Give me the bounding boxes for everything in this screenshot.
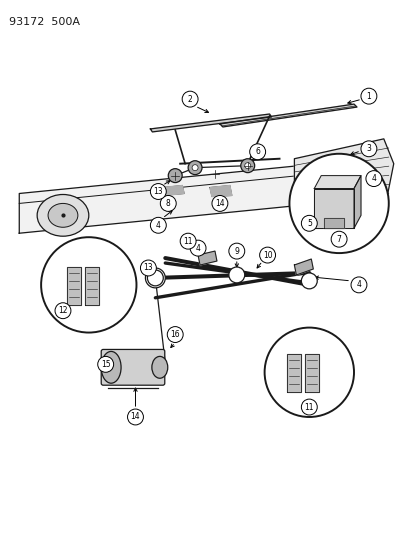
Ellipse shape bbox=[48, 204, 78, 227]
Circle shape bbox=[182, 91, 197, 107]
Polygon shape bbox=[209, 185, 231, 197]
Polygon shape bbox=[150, 114, 271, 132]
Text: 14: 14 bbox=[215, 199, 224, 208]
Circle shape bbox=[147, 270, 163, 286]
Circle shape bbox=[259, 247, 275, 263]
Text: 5: 5 bbox=[306, 219, 311, 228]
Polygon shape bbox=[305, 354, 318, 392]
Text: 15: 15 bbox=[101, 360, 110, 369]
Circle shape bbox=[301, 399, 316, 415]
Circle shape bbox=[240, 159, 254, 173]
Polygon shape bbox=[219, 104, 356, 127]
Circle shape bbox=[127, 409, 143, 425]
Text: 6: 6 bbox=[254, 147, 259, 156]
Polygon shape bbox=[85, 267, 98, 305]
Circle shape bbox=[289, 154, 388, 253]
Polygon shape bbox=[197, 251, 216, 265]
Circle shape bbox=[330, 231, 346, 247]
Polygon shape bbox=[67, 267, 81, 305]
Text: 8: 8 bbox=[166, 199, 170, 208]
Polygon shape bbox=[323, 219, 343, 228]
Circle shape bbox=[228, 243, 244, 259]
Ellipse shape bbox=[101, 351, 121, 383]
Circle shape bbox=[97, 357, 113, 372]
Text: 4: 4 bbox=[356, 280, 361, 289]
Polygon shape bbox=[162, 185, 184, 196]
Circle shape bbox=[160, 196, 176, 212]
Circle shape bbox=[360, 141, 376, 157]
FancyBboxPatch shape bbox=[101, 350, 164, 385]
Text: 7: 7 bbox=[336, 235, 341, 244]
Text: 93172  500A: 93172 500A bbox=[9, 17, 80, 27]
Text: 14: 14 bbox=[131, 413, 140, 422]
Polygon shape bbox=[19, 159, 368, 233]
Circle shape bbox=[150, 183, 166, 199]
Circle shape bbox=[301, 273, 316, 289]
Polygon shape bbox=[313, 189, 353, 228]
Circle shape bbox=[190, 240, 206, 256]
Text: 4: 4 bbox=[195, 244, 200, 253]
Text: 12: 12 bbox=[58, 306, 68, 315]
Text: 2: 2 bbox=[187, 95, 192, 103]
Text: 1: 1 bbox=[366, 92, 370, 101]
Polygon shape bbox=[313, 175, 360, 189]
Text: 11: 11 bbox=[183, 237, 192, 246]
Text: 9: 9 bbox=[234, 247, 239, 256]
Circle shape bbox=[188, 161, 202, 175]
Circle shape bbox=[167, 327, 183, 343]
Circle shape bbox=[244, 163, 250, 168]
Circle shape bbox=[264, 328, 353, 417]
Circle shape bbox=[301, 215, 316, 231]
Circle shape bbox=[168, 168, 182, 183]
Polygon shape bbox=[287, 354, 301, 392]
Circle shape bbox=[350, 277, 366, 293]
Circle shape bbox=[150, 217, 166, 233]
Circle shape bbox=[140, 260, 156, 276]
Circle shape bbox=[228, 267, 244, 283]
Circle shape bbox=[360, 88, 376, 104]
Circle shape bbox=[180, 233, 196, 249]
Polygon shape bbox=[294, 139, 393, 213]
Text: 3: 3 bbox=[366, 144, 370, 154]
Circle shape bbox=[249, 144, 265, 160]
Text: 13: 13 bbox=[153, 187, 163, 196]
Circle shape bbox=[192, 165, 197, 171]
Ellipse shape bbox=[152, 357, 167, 378]
Circle shape bbox=[365, 171, 381, 187]
Text: 13: 13 bbox=[143, 263, 153, 272]
Circle shape bbox=[211, 196, 227, 212]
Text: 4: 4 bbox=[156, 221, 160, 230]
Text: 16: 16 bbox=[170, 330, 180, 339]
Circle shape bbox=[55, 303, 71, 319]
Polygon shape bbox=[353, 175, 360, 228]
Polygon shape bbox=[294, 259, 313, 275]
Circle shape bbox=[41, 237, 136, 333]
Text: 11: 11 bbox=[304, 402, 313, 411]
Text: 4: 4 bbox=[370, 174, 375, 183]
Circle shape bbox=[145, 268, 165, 288]
Text: 10: 10 bbox=[262, 251, 272, 260]
Ellipse shape bbox=[37, 195, 88, 236]
